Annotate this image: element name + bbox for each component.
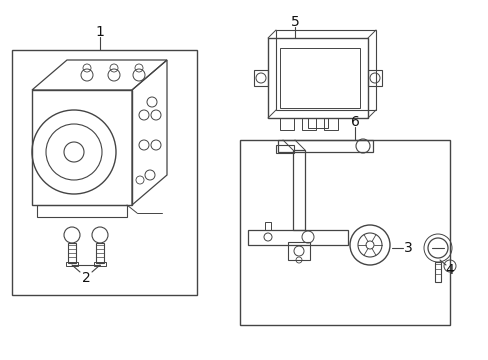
- Bar: [434, 262, 440, 282]
- Bar: [280, 118, 293, 130]
- Text: 5: 5: [290, 15, 299, 29]
- Bar: [278, 140, 372, 152]
- Bar: [302, 118, 315, 130]
- Text: 1: 1: [95, 25, 104, 39]
- Bar: [94, 262, 106, 266]
- Bar: [264, 222, 270, 230]
- Text: 4: 4: [445, 263, 453, 277]
- Bar: [253, 70, 267, 86]
- Bar: [32, 90, 132, 205]
- Bar: [68, 243, 76, 263]
- Bar: [275, 145, 293, 153]
- Bar: [267, 38, 367, 118]
- Bar: [280, 48, 359, 108]
- Text: 2: 2: [81, 271, 90, 285]
- Bar: [66, 262, 78, 266]
- Bar: [324, 118, 337, 130]
- Bar: [292, 150, 305, 230]
- Bar: [12, 50, 197, 295]
- Bar: [307, 118, 327, 128]
- Text: 3: 3: [403, 241, 411, 255]
- Bar: [287, 242, 309, 260]
- Bar: [275, 30, 375, 110]
- Bar: [37, 205, 127, 217]
- Bar: [240, 140, 449, 325]
- Bar: [367, 70, 381, 86]
- Bar: [247, 230, 347, 245]
- Bar: [96, 243, 104, 263]
- Text: 6: 6: [350, 115, 359, 129]
